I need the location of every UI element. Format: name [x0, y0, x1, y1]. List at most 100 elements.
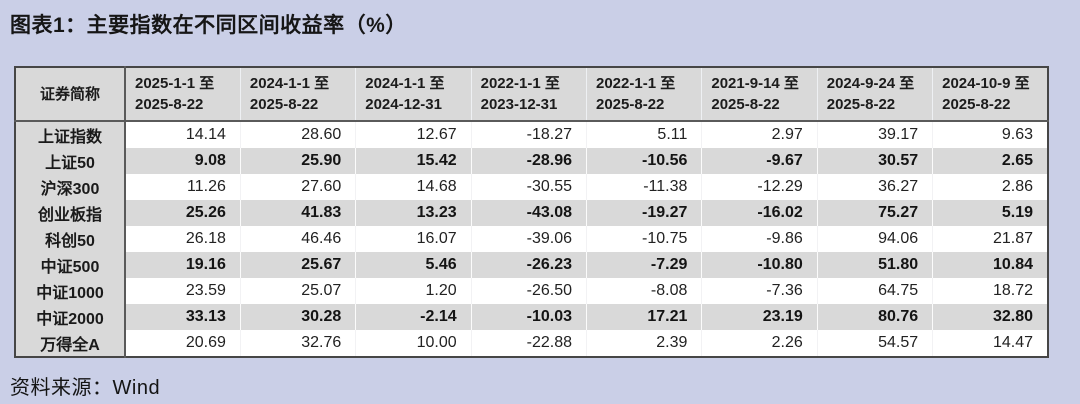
period-start-date: 2025-1-1 至 — [135, 75, 215, 92]
column-header-security-name: 证券简称 — [15, 67, 126, 122]
period-end-date: 2025-8-22 — [135, 96, 204, 113]
index-name-cell: 万得全A — [15, 330, 126, 357]
column-header-period-6: 2021-9-14 至 2025-8-22 — [701, 67, 818, 122]
period-end-date: 2025-8-22 — [711, 96, 780, 113]
return-value-cell: 32.76 — [240, 330, 357, 357]
return-value-cell: -19.27 — [586, 200, 703, 226]
return-value-cell: 23.19 — [701, 304, 818, 330]
return-value-cell: 51.80 — [817, 252, 934, 278]
column-header-period-1: 2025-1-1 至 2025-8-22 — [125, 67, 241, 122]
return-value-cell: -26.50 — [471, 278, 588, 304]
return-value-cell: 2.39 — [586, 330, 703, 357]
table-row: 上证指数 14.14 28.60 12.67 -18.27 5.11 2.97 39.17 9.… — [15, 121, 1048, 148]
return-value-cell: -7.29 — [586, 252, 703, 278]
return-value-cell: -10.56 — [586, 148, 703, 174]
period-start-date: 2024-10-9 至 — [942, 75, 1030, 92]
return-value-cell: 26.18 — [125, 226, 241, 252]
period-start-date: 2021-9-14 至 — [711, 75, 799, 92]
return-value-cell: 30.57 — [817, 148, 934, 174]
return-value-cell: 1.20 — [355, 278, 472, 304]
return-value-cell: 18.72 — [992, 282, 1033, 299]
return-value-cell: -11.38 — [586, 174, 703, 200]
return-value-cell: -22.88 — [471, 330, 588, 357]
return-value-cell: 9.63 — [1001, 126, 1033, 143]
period-end-date: 2025-8-22 — [596, 96, 665, 113]
return-value-cell: -30.55 — [471, 174, 588, 200]
return-value-cell: -26.23 — [471, 252, 588, 278]
index-name-cell: 中证1000 — [15, 278, 126, 304]
column-header-period-2: 2024-1-1 至 2025-8-22 — [240, 67, 357, 122]
return-value-cell: 2.65 — [932, 148, 1048, 174]
return-value-cell: 9.08 — [125, 148, 241, 174]
return-value-cell: 10.84 — [932, 252, 1048, 278]
return-value-cell: 64.75 — [817, 278, 934, 304]
table-header: 证券简称 2025-1-1 至 2025-8-22 2024-1-1 至 2025-8-… — [15, 67, 1048, 122]
return-value-cell: 5.11 — [586, 121, 703, 148]
table-row: 上证50 9.08 25.90 15.42 -28.96 -10.56 -9.67 30.57… — [15, 148, 1048, 174]
column-header-period-3: 2024-1-1 至 2024-12-31 — [355, 67, 472, 122]
return-value-cell: 10.00 — [355, 330, 472, 357]
index-name-cell: 中证2000 — [15, 304, 126, 330]
return-value-cell: 25.90 — [240, 148, 357, 174]
return-value-cell: -7.36 — [701, 278, 818, 304]
return-value-cell: -28.96 — [471, 148, 588, 174]
return-value-cell: 16.07 — [355, 226, 472, 252]
index-returns-table: 证券简称 2025-1-1 至 2025-8-22 2024-1-1 至 2025-8-… — [14, 66, 1049, 358]
return-value-cell: 5.19 — [932, 200, 1048, 226]
return-value-cell: -43.08 — [471, 200, 588, 226]
source-note: 资料来源：Wind — [10, 377, 161, 399]
return-value-cell: 46.46 — [240, 226, 357, 252]
header-row: 证券简称 2025-1-1 至 2025-8-22 2024-1-1 至 2025-8-… — [15, 67, 1048, 122]
period-start-date: 2024-1-1 至 — [365, 75, 445, 92]
return-value-cell: -10.75 — [586, 226, 703, 252]
return-value-cell: 14.47 — [992, 334, 1033, 351]
return-value-cell: 17.21 — [586, 304, 703, 330]
return-value-cell: -10.80 — [701, 252, 818, 278]
index-name-cell: 中证500 — [15, 252, 126, 278]
table-row: 科创50 26.18 46.46 16.07 -39.06 -10.75 -9.86 94.0… — [15, 226, 1048, 252]
column-header-period-5: 2022-1-1 至 2025-8-22 — [586, 67, 703, 122]
return-value-cell: -9.86 — [701, 226, 818, 252]
column-header-period-7: 2024-9-24 至 2025-8-22 — [817, 67, 934, 122]
index-name-cell: 科创50 — [15, 226, 126, 252]
return-value-cell: 32.80 — [932, 304, 1048, 330]
return-value-cell: 23.59 — [125, 278, 241, 304]
return-value-cell: -16.02 — [701, 200, 818, 226]
figure-title: 图表1：主要指数在不同区间收益率（%） — [10, 14, 407, 37]
period-start-date: 2022-1-1 至 — [480, 75, 560, 92]
index-name-cell: 上证指数 — [15, 121, 126, 148]
period-end-date: 2025-8-22 — [249, 96, 319, 113]
return-value-cell: -18.27 — [471, 121, 588, 148]
table-row: 中证2000 33.13 30.28 -2.14 -10.03 17.21 23.19 80.… — [15, 304, 1048, 330]
period-end-date: 2025-8-22 — [942, 96, 1011, 113]
return-value-cell: 80.76 — [817, 304, 934, 330]
return-value-cell: 12.67 — [355, 121, 472, 148]
return-value-cell: 27.60 — [240, 174, 357, 200]
table-row: 创业板指 25.26 41.83 13.23 -43.08 -19.27 -16.02 75.… — [15, 200, 1048, 226]
index-name-cell: 沪深300 — [15, 174, 126, 200]
return-value-cell: 11.26 — [125, 174, 241, 200]
return-value-cell: -9.67 — [701, 148, 818, 174]
return-value-cell: 94.06 — [817, 226, 934, 252]
return-value-cell: 25.67 — [240, 252, 357, 278]
index-name-cell: 创业板指 — [15, 200, 126, 226]
return-value-cell: 13.23 — [355, 200, 472, 226]
period-start-date: 2024-1-1 至 — [249, 75, 330, 92]
period-end-date: 2025-8-22 — [826, 96, 896, 113]
table-row: 万得全A 20.69 32.76 10.00 -22.88 2.39 2.26 54.57 14… — [15, 330, 1048, 357]
return-value-cell: 54.57 — [817, 330, 934, 357]
return-value-cell: 15.42 — [355, 148, 472, 174]
return-value-cell: 25.26 — [125, 200, 241, 226]
return-value-cell: 19.16 — [125, 252, 241, 278]
return-value-cell: 14.68 — [355, 174, 472, 200]
return-value-cell: 75.27 — [817, 200, 934, 226]
period-end-date: 2023-12-31 — [480, 96, 558, 113]
return-value-cell: -10.03 — [471, 304, 588, 330]
period-end-date: 2024-12-31 — [365, 96, 442, 113]
table-body: 上证指数 14.14 28.60 12.67 -18.27 5.11 2.97 39.17 9.… — [15, 121, 1048, 357]
column-header-period-8: 2024-10-9 至 2025-8-22 — [932, 67, 1048, 122]
return-value-cell: 30.28 — [240, 304, 357, 330]
return-value-cell: 39.17 — [817, 121, 934, 148]
table-row: 中证1000 23.59 25.07 1.20 -26.50 -8.08 -7.36 64.7… — [15, 278, 1048, 304]
